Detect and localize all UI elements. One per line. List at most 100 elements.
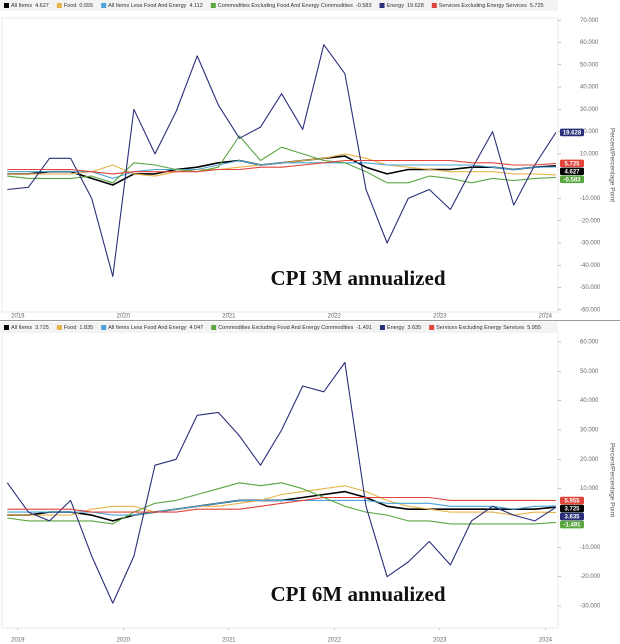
legend-swatch (4, 325, 9, 330)
value-flag (560, 520, 584, 529)
value-flag-label: 5.955 (564, 498, 580, 504)
value-flag (560, 512, 584, 521)
value-flag (560, 496, 584, 505)
series-line (7, 159, 556, 175)
value-flag-label: 3.635 (564, 514, 580, 520)
y-tick-label: -40.000 (580, 263, 601, 269)
y-tick-label: -60.000 (580, 307, 601, 313)
legend-swatch (56, 325, 62, 330)
legend-value: 4.047 (189, 325, 203, 331)
y-tick-label: -20.000 (580, 218, 601, 224)
value-flag (560, 167, 584, 176)
x-tick-label: 2023 (433, 314, 447, 320)
y-tick-label: -20.000 (580, 574, 601, 580)
y-tick-label: 20.000 (580, 129, 599, 135)
y-tick-label: 10.000 (580, 151, 599, 157)
legend-swatch (56, 3, 62, 8)
x-tick-label: 2023 (433, 638, 447, 644)
y-tick-label: 60.000 (580, 40, 599, 46)
legend-swatch (210, 3, 216, 8)
legend-label: Food (64, 325, 77, 331)
legend-label: All Items Less Food And Energy (108, 325, 187, 331)
legend-value: -0.583 (356, 3, 372, 9)
y-tick-label: 70.000 (580, 18, 599, 24)
x-tick-label: 2024 (539, 314, 553, 320)
y-tick-label: 50.000 (580, 369, 599, 375)
legend-value: 3.635 (407, 325, 421, 331)
y-axis-label: Percent/Percentage Point (608, 128, 615, 202)
value-flag (560, 504, 584, 513)
series-line (7, 44, 557, 277)
value-flag-label: -1.491 (563, 522, 581, 528)
value-flag-label: -0.583 (563, 177, 581, 183)
y-tick-label: -30.000 (580, 604, 601, 610)
series-line (7, 496, 556, 513)
x-tick-label: 2021 (222, 638, 236, 644)
legend-value: 0.555 (79, 3, 93, 9)
legend-swatch (101, 325, 107, 330)
legend-label: Services Excluding Energy Services (439, 3, 527, 9)
y-tick-label: -10.000 (580, 196, 601, 202)
legend-swatch (4, 3, 9, 8)
series-line (7, 485, 556, 516)
x-tick-label: 2022 (328, 638, 342, 644)
x-tick-label: 2021 (222, 314, 236, 320)
value-flag-label: 19.628 (563, 130, 582, 136)
legend-value: 4.112 (189, 3, 202, 9)
chart-title: CPI 3M annualized (270, 266, 445, 290)
plot-frame (1, 17, 559, 313)
legend-value: 5.955 (527, 325, 541, 331)
legend-label: Services Excluding Energy Services (436, 325, 524, 331)
series-line (6, 361, 557, 604)
legend-swatch (101, 3, 107, 8)
y-axis-label: Percent/Percentage Point (608, 443, 615, 517)
legend-swatch (379, 3, 385, 8)
legend-value: 1.835 (79, 325, 93, 331)
y-tick-label: -10.000 (580, 545, 601, 551)
x-tick-label: 2019 (11, 314, 25, 320)
x-tick-label: 2020 (117, 314, 131, 320)
legend-swatch (211, 325, 217, 330)
y-tick-label: 30.000 (580, 428, 599, 434)
legend-label: All Items (11, 325, 32, 331)
legend-label: Energy (387, 325, 405, 331)
y-tick-label: 30.000 (580, 107, 599, 113)
value-flag-label: 3.725 (564, 506, 580, 512)
value-flag (560, 128, 584, 137)
x-tick-label: 2020 (117, 638, 131, 644)
value-flag-label: 5.725 (564, 161, 580, 167)
series-line (7, 159, 556, 179)
legend-label: Commodities Excluding Food And Energy Co… (218, 3, 353, 9)
legend-label: All Items (11, 3, 32, 9)
y-tick-label: -50.000 (580, 285, 601, 291)
series-line (7, 482, 556, 525)
legend-label: Food (64, 3, 77, 9)
y-tick-label: 20.000 (580, 457, 599, 463)
value-flag-label: 4.627 (564, 169, 580, 175)
legend-strip (0, 0, 558, 11)
value-flag (560, 175, 584, 184)
legend-strip (0, 322, 558, 333)
y-tick-label: 50.000 (580, 62, 599, 68)
x-tick-label: 2024 (539, 638, 553, 644)
legend-value: 3.725 (35, 325, 49, 331)
legend-swatch (379, 325, 385, 330)
legend-swatch (429, 325, 435, 330)
value-flag (560, 159, 584, 168)
legend-value: -1.491 (356, 325, 372, 331)
y-tick-label: 40.000 (580, 85, 599, 91)
legend-swatch (431, 3, 437, 8)
legend-value: 5.725 (530, 3, 544, 9)
y-tick-label: 10.000 (580, 486, 599, 492)
y-tick-label: -30.000 (580, 241, 601, 247)
y-tick-label: 60.000 (580, 340, 599, 346)
legend-label: All Items Less Food And Energy (108, 3, 187, 9)
y-tick-label: 40.000 (580, 398, 599, 404)
legend-value: 19.628 (407, 3, 424, 9)
legend-label: Energy (387, 3, 405, 9)
legend-value: 4.627 (35, 3, 49, 9)
series-line (7, 499, 556, 516)
series-line (7, 135, 556, 184)
x-tick-label: 2022 (328, 314, 342, 320)
